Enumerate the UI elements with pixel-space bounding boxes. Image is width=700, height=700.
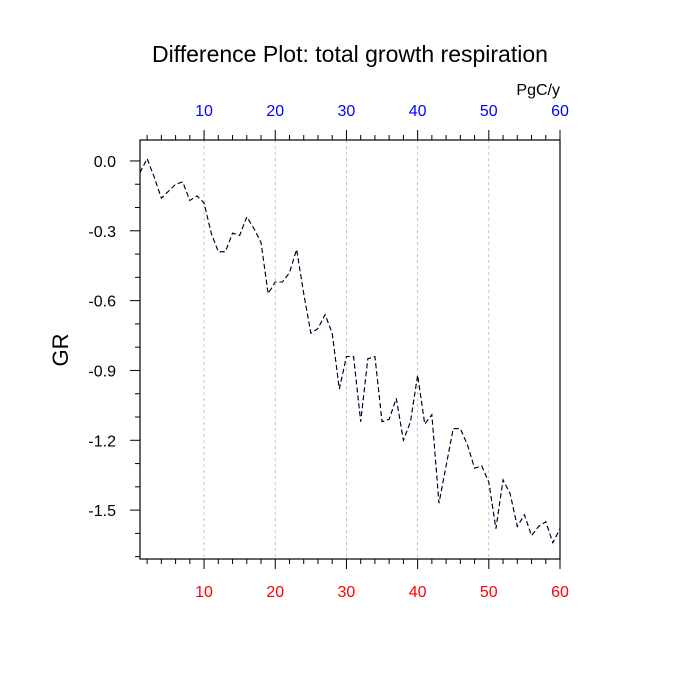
y-axis-label: GR <box>48 334 73 367</box>
x-tick-label-bottom: 60 <box>551 584 569 601</box>
tick-labels: 10 10 20 20 30 30 40 40 50 50 60 60 0.0 -0.3 -0.6 -0.9 -… <box>88 103 569 601</box>
x-tick-label-bottom: 20 <box>266 584 284 601</box>
grid-lines <box>203 140 490 559</box>
chart-title: Difference Plot: total growth respiratio… <box>152 41 548 67</box>
y-tick-label: -1.2 <box>88 433 116 450</box>
x-tick-label-top: 50 <box>480 103 498 120</box>
y-tick-label: -0.3 <box>88 224 116 241</box>
y-tick-label: -0.6 <box>88 294 116 311</box>
x-tick-label-top: 40 <box>409 103 427 120</box>
data-series <box>139 157 561 544</box>
units-label: PgC/y <box>516 82 560 99</box>
axis-ticks <box>130 130 561 569</box>
y-tick-label: 0.0 <box>94 154 116 171</box>
x-tick-label-top: 30 <box>338 103 356 120</box>
y-tick-label: -1.5 <box>88 503 116 520</box>
x-tick-label-bottom: 40 <box>409 584 427 601</box>
plot-frame <box>139 139 561 560</box>
x-tick-label-top: 10 <box>195 103 213 120</box>
x-tick-label-top: 60 <box>551 103 569 120</box>
series-line <box>139 157 561 544</box>
x-tick-label-top: 20 <box>266 103 284 120</box>
x-tick-label-bottom: 30 <box>338 584 356 601</box>
x-tick-label-bottom: 50 <box>480 584 498 601</box>
y-tick-label: -0.9 <box>88 363 116 380</box>
x-tick-label-bottom: 10 <box>195 584 213 601</box>
